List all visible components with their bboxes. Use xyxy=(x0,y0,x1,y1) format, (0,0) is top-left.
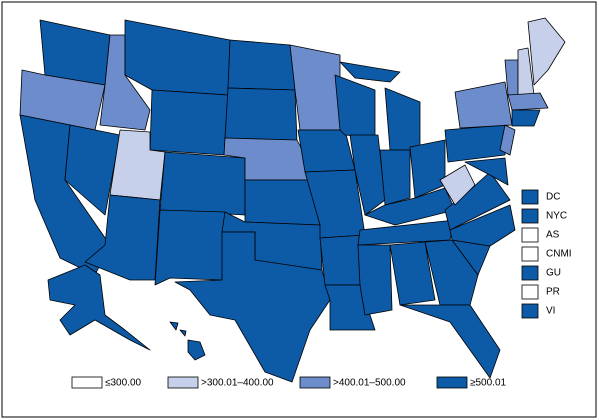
state xyxy=(424,239,479,306)
state xyxy=(47,264,151,351)
territory-label: GU xyxy=(546,268,561,279)
legend-label: >400.01–500.00 xyxy=(333,378,406,389)
state xyxy=(64,124,121,216)
legend: ≤300.00 >300.01–400.00 >400.01–500.00 ≥500.… xyxy=(71,376,507,389)
state xyxy=(399,304,501,379)
state xyxy=(499,124,516,156)
state xyxy=(357,244,393,316)
state xyxy=(464,157,509,186)
territory-swatch xyxy=(521,208,539,224)
territory-label: NYC xyxy=(546,211,567,222)
territory-label: AS xyxy=(546,230,560,241)
state xyxy=(444,124,506,163)
territory-swatch xyxy=(521,284,539,300)
state xyxy=(169,321,179,331)
state xyxy=(439,164,476,206)
state xyxy=(84,194,161,281)
state xyxy=(511,109,541,127)
state xyxy=(339,61,401,83)
state xyxy=(349,134,386,216)
legend-swatch xyxy=(299,376,331,389)
territory-label: DC xyxy=(546,192,560,203)
state xyxy=(227,39,296,91)
territory-legend: DC NYC AS CNMI GU PR VI xyxy=(521,189,572,319)
legend-label: ≤300.00 xyxy=(105,378,142,389)
state xyxy=(149,89,229,156)
legend-label: >300.01–400.00 xyxy=(201,378,274,389)
territory-swatch xyxy=(521,265,539,281)
territory-swatch xyxy=(521,227,539,243)
legend-swatch xyxy=(71,376,103,389)
state xyxy=(507,92,549,111)
state xyxy=(389,241,436,306)
states xyxy=(19,17,566,383)
territory-swatch xyxy=(521,189,539,205)
territory-label: CNMI xyxy=(546,249,572,260)
state xyxy=(159,151,246,216)
state xyxy=(154,209,226,286)
state xyxy=(174,231,331,383)
state xyxy=(179,329,187,337)
legend-label: ≥500.01 xyxy=(470,378,507,389)
state xyxy=(244,179,321,226)
territory-label: PR xyxy=(546,287,560,298)
state xyxy=(224,87,298,143)
state xyxy=(527,17,566,86)
state xyxy=(449,204,516,247)
territory-swatch xyxy=(521,303,539,319)
state xyxy=(379,149,411,206)
territory-label: VI xyxy=(546,306,555,317)
legend-swatch xyxy=(436,376,468,389)
state xyxy=(187,339,206,361)
legend-swatch xyxy=(167,376,199,389)
territory-swatch xyxy=(521,246,539,262)
state xyxy=(297,129,356,173)
state xyxy=(19,69,106,131)
